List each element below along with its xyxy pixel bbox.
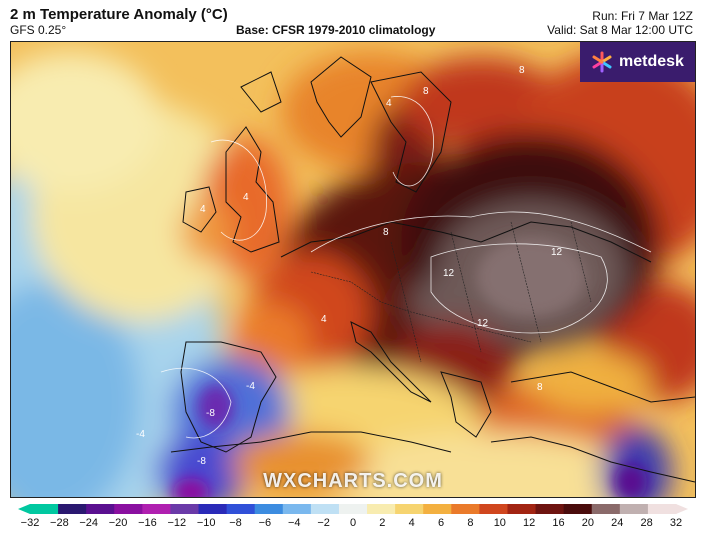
contour-label: 8	[519, 65, 525, 76]
country-borders	[310, 221, 592, 363]
contour-label-group: 8 4 8 12 12 12 8 4 -4 -8 -4 8 4 -8 4	[136, 65, 563, 467]
scale-tick-label: −32	[20, 517, 40, 529]
scale-tick-label: −16	[138, 517, 157, 529]
run-time-label: Run: Fri 7 Mar 12Z	[592, 9, 693, 23]
scale-tick-label: −24	[79, 517, 99, 529]
scale-swatch	[86, 504, 115, 514]
contour-label: -8	[197, 456, 206, 467]
watermark: WXCHARTS.COM	[263, 470, 443, 492]
contour-label: -8	[206, 408, 215, 419]
scale-tick-label: 8	[467, 517, 474, 529]
scale-tick-label: 6	[438, 517, 445, 529]
scale-swatch	[58, 504, 87, 514]
scale-tick-label: −10	[196, 517, 216, 529]
scale-swatch	[619, 504, 649, 514]
scale-swatch	[114, 504, 143, 514]
scale-tick-label: −8	[229, 517, 242, 529]
scale-swatch	[647, 504, 677, 514]
scale-tick-label: −2	[317, 517, 330, 529]
scale-tick-label: 0	[349, 517, 357, 529]
scale-swatch	[591, 504, 621, 514]
scale-tick-label: 16	[552, 517, 565, 529]
coastlines	[170, 56, 695, 483]
scale-tick-label: 10	[493, 517, 506, 529]
scale-swatch	[226, 504, 256, 514]
contour-label: 12	[477, 318, 489, 329]
metdesk-logo: metdesk	[580, 42, 695, 82]
scale-swatch	[30, 504, 59, 514]
contour-label: 8	[383, 227, 389, 238]
metdesk-logo-icon	[592, 51, 612, 73]
scale-tick-label: 4	[408, 517, 415, 529]
scale-tick-label: 24	[611, 517, 624, 529]
color-scale-bar	[18, 504, 688, 514]
contour-label: 4	[386, 98, 392, 109]
scale-swatch	[507, 504, 537, 514]
scale-arrow-right	[676, 504, 688, 514]
contour-label: -4	[136, 429, 145, 440]
scale-swatch	[198, 504, 228, 514]
scale-tick-label: 12	[523, 517, 536, 529]
model-label: GFS 0.25°	[10, 23, 67, 37]
scale-swatch	[310, 504, 340, 514]
scale-swatch	[423, 504, 452, 514]
base-climatology-label: Base: CFSR 1979-2010 climatology	[236, 23, 436, 37]
scale-swatch	[338, 504, 368, 514]
scale-swatch	[451, 504, 480, 514]
scale-tick-label: 20	[581, 517, 595, 529]
scale-swatch	[142, 504, 171, 514]
scale-tick-label: −6	[258, 517, 272, 529]
scale-swatch	[254, 504, 284, 514]
chart-title: 2 m Temperature Anomaly (°C)	[10, 6, 228, 23]
scale-tick-label: −12	[167, 517, 187, 529]
contour-label: 4	[200, 204, 206, 215]
valid-time-label: Valid: Sat 8 Mar 12:00 UTC	[547, 23, 693, 37]
contour-label: 12	[551, 247, 563, 258]
scale-swatch	[535, 504, 565, 514]
scale-swatch	[395, 504, 424, 514]
scale-tick-label: −4	[287, 517, 301, 529]
scale-swatch	[367, 504, 396, 514]
scale-swatch	[563, 504, 593, 514]
contour-label: 8	[423, 86, 429, 97]
scale-arrow-left	[18, 504, 30, 514]
contour-label: -4	[246, 381, 255, 392]
anomaly-field	[11, 52, 695, 497]
color-scale: −32 −28 −24 −20 −16 −12 −10 −8 −6 −4 −2 0 2 4 6 8 10 12 16…	[18, 503, 688, 537]
metdesk-logo-text: metdesk	[619, 53, 684, 70]
anomaly-map: 8 4 8 12 12 12 8 4 -4 -8 -4 8 4 -8 4	[10, 41, 696, 498]
color-scale-ticks: −32 −28 −24 −20 −16 −12 −10 −8 −6 −4 −2 0 2 4 6 8 10 12 16…	[18, 517, 688, 533]
scale-tick-label: 2	[379, 517, 386, 529]
contour-label: 8	[537, 382, 543, 393]
scale-swatch	[170, 504, 200, 514]
scale-tick-label: −28	[50, 517, 69, 529]
map-canvas: 8 4 8 12 12 12 8 4 -4 -8 -4 8 4 -8 4	[11, 42, 695, 497]
scale-tick-label: −20	[108, 517, 128, 529]
scale-swatch	[479, 504, 508, 514]
scale-tick-label: 32	[669, 517, 683, 529]
scale-tick-label: 28	[640, 517, 653, 529]
contour-label: 4	[243, 192, 249, 203]
chart-header: 2 m Temperature Anomaly (°C) GFS 0.25° B…	[0, 0, 705, 42]
contour-lines	[160, 96, 652, 439]
scale-swatch	[282, 504, 312, 514]
contour-label: 12	[443, 268, 455, 279]
contour-label: 4	[321, 314, 327, 325]
